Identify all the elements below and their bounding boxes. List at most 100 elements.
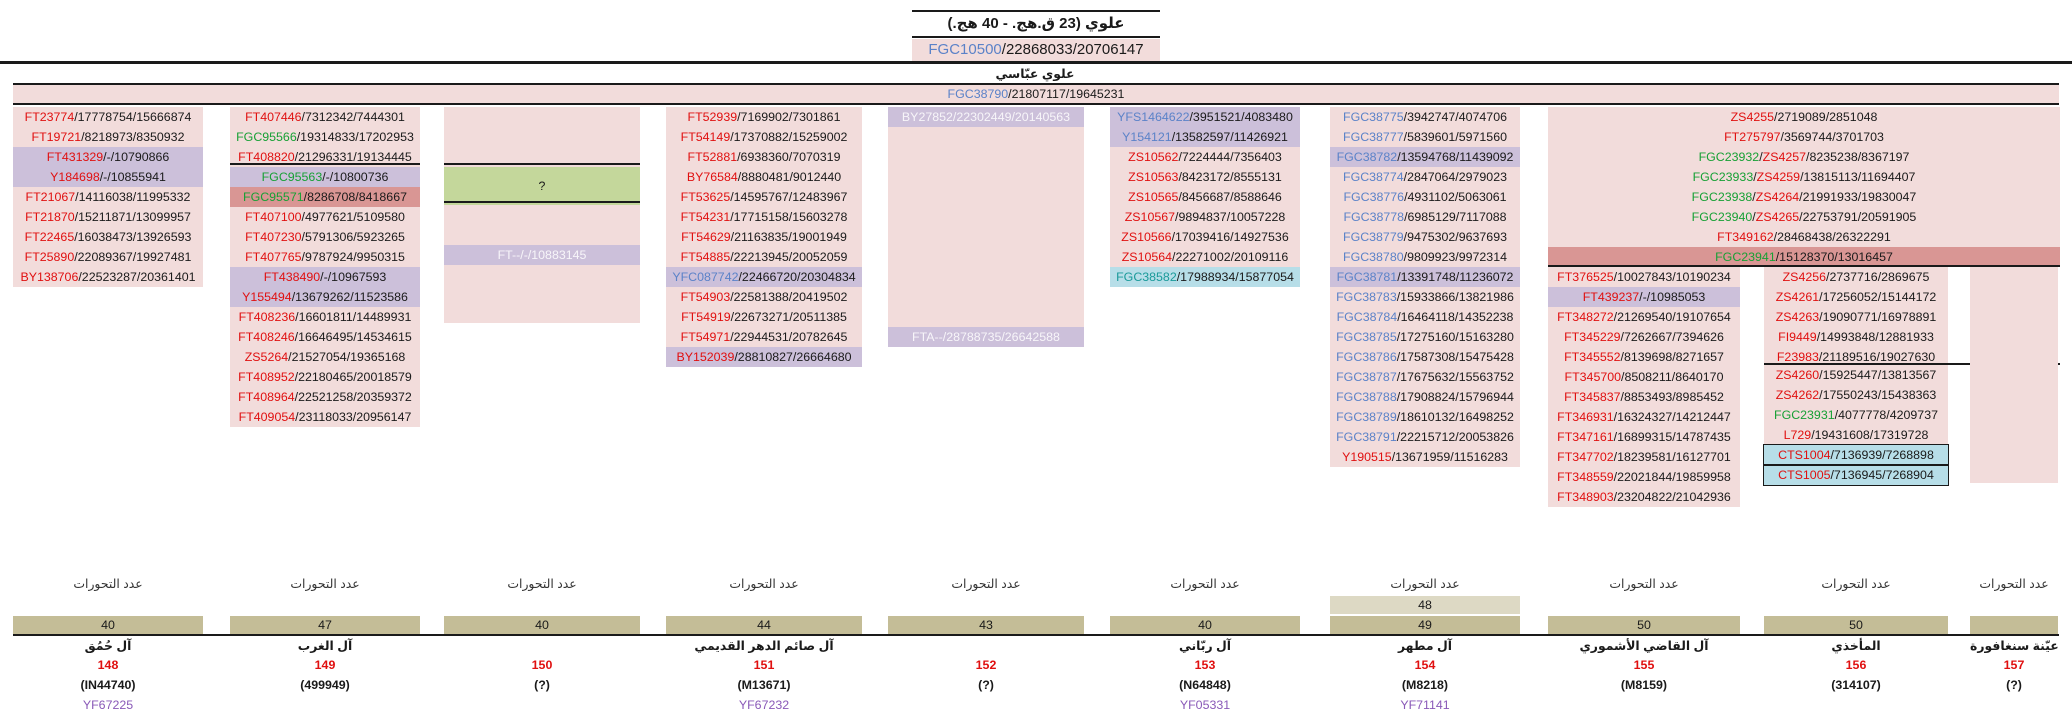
snp-name: FGC38790 xyxy=(947,87,1009,101)
root-snp: FGC10500/22868033/20706147 xyxy=(912,39,1160,61)
snp-name: Y155494 xyxy=(242,290,292,304)
snp-row: FGC23941/15128370/13016457 xyxy=(1548,247,2060,267)
snp-position: /19090771/16978891 xyxy=(1819,310,1937,324)
snp-name: FT347702 xyxy=(1557,450,1614,464)
mutation-count-bar xyxy=(1970,616,2058,634)
snp-name: FGC38789 xyxy=(1336,410,1397,424)
snp-name: BY152039 xyxy=(676,350,735,364)
snp-row: FT409054/23118033/20956147 xyxy=(230,407,420,427)
snp-name: FT21870 xyxy=(25,210,75,224)
snp-row: L729/19431608/17319728 xyxy=(1764,425,1948,445)
snp-name: ZS10564 xyxy=(1121,250,1173,264)
snp-position: /15211871/13099957 xyxy=(74,210,191,224)
snp-row: ZS10563/8423172/8555131 xyxy=(1110,167,1300,187)
snp-position: 19645231 xyxy=(1069,87,1125,101)
snp-position: /8139698/8271657 xyxy=(1620,350,1724,364)
snp-position: /19314833/17202953 xyxy=(296,130,414,144)
snp-name: ZS4264 xyxy=(1755,190,1800,204)
snp-position: /22215712/20053826 xyxy=(1396,430,1514,444)
snp-position: /15925447/13813567 xyxy=(1819,368,1937,382)
snp-position: /14116038/11995332 xyxy=(75,190,191,204)
empty-row xyxy=(444,225,640,245)
snp-row: FT438490/-/10967593 xyxy=(230,267,420,287)
snp-row: FGC23940/ZS4265/22753791/20591905 xyxy=(1548,207,2060,227)
snp-position: /9475302/9637693 xyxy=(1403,230,1507,244)
branch-column-8-left: FT376525/10027843/10190234 FT439237/-/109… xyxy=(1548,267,1740,507)
snp-row: ZS10564/22271002/20109116 xyxy=(1110,247,1300,267)
snp-name: Y184698 xyxy=(50,170,100,184)
family-number: 155 xyxy=(1633,658,1655,672)
snp-name: FT52881 xyxy=(687,150,738,164)
snp-row: FGC38781/13391748/11236072 xyxy=(1330,267,1520,287)
snp-row: FT347161/16899315/14787435 xyxy=(1548,427,1740,447)
family-name: آل حُمُق xyxy=(84,639,132,653)
snp-position: /22213945/20052059 xyxy=(730,250,848,264)
snp-row: ZS4260/15925447/13813567 xyxy=(1764,365,1948,385)
snp-position: /13679262/11523586 xyxy=(291,290,408,304)
snp-name: FT345229 xyxy=(1564,330,1621,344)
snp-row: FT407765/9787924/9950315 xyxy=(230,247,420,267)
snp-row: FT407230/5791306/5923265 xyxy=(230,227,420,247)
snp-row: FT408964/22521258/20359372 xyxy=(230,387,420,407)
empty-row xyxy=(444,205,640,225)
mutation-count-label: عدد التحورات xyxy=(1609,577,1679,591)
mutation-count-label: عدد التحورات xyxy=(1170,577,1240,591)
branch-column-8-trunk: ZS4255/2719089/2851048 FT275797/3569744/3… xyxy=(1548,107,2060,267)
empty-row xyxy=(888,227,1084,247)
snp-row: FT54885/22213945/20052059 xyxy=(666,247,862,267)
snp-name: FGC38775 xyxy=(1343,110,1404,124)
snp-position: /28810827/26664680 xyxy=(734,350,852,364)
subclade-rule xyxy=(13,83,2059,85)
snp-row: ZS5264/21527054/19365168 xyxy=(230,347,420,367)
snp-name: ZS4256 xyxy=(1782,270,1827,284)
snp-row: FT347702/18239581/16127701 xyxy=(1548,447,1740,467)
snp-row: BY76584/8880481/9012440 xyxy=(666,167,862,187)
branch-split-rule-2 xyxy=(1764,363,2060,365)
snp-name: ZS10563 xyxy=(1128,170,1179,184)
snp-row: FT408246/16646495/14534615 xyxy=(230,327,420,347)
snp-position: 20706147 xyxy=(1076,41,1144,58)
branch-column-3: ? FT--/-/10883145 xyxy=(444,107,640,323)
snp-name: FT408246 xyxy=(238,330,295,344)
header-full-rule xyxy=(0,61,2072,64)
snp-row: ZS10562/7224444/7356403 xyxy=(1110,147,1300,167)
family-code: (?) xyxy=(2006,678,2022,692)
family-code: (M8159) xyxy=(1620,678,1668,692)
family-yfull-id: YF71141 xyxy=(1400,698,1450,712)
snp-name: FGC23932 xyxy=(1698,150,1760,164)
snp-row: FT54629/21163835/19001949 xyxy=(666,227,862,247)
snp-position: /22753791/20591905 xyxy=(1799,210,1917,224)
mutation-count-bar: 49 xyxy=(1330,616,1520,634)
empty-row xyxy=(444,285,640,305)
snp-row: ZS4256/2737716/2869675 xyxy=(1764,267,1948,287)
snp-position: /13815113/11694407 xyxy=(1800,170,1916,184)
family-yfull-id: YF67225 xyxy=(82,698,134,712)
snp-position: /23118033/20956147 xyxy=(295,410,412,424)
snp-row: FGC38582/17988934/15877054 xyxy=(1110,267,1300,287)
snp-position: /22466720/20304834 xyxy=(738,270,856,284)
snp-row: FGC38783/15933866/13821986 xyxy=(1330,287,1520,307)
snp-name: FGC38780 xyxy=(1343,250,1404,264)
empty-row xyxy=(888,307,1084,327)
snp-name: FT408952 xyxy=(238,370,295,384)
title-mid-rule xyxy=(912,36,1160,38)
branch-column-8-right-top: ZS4256/2737716/2869675 ZS4261/17256052/15… xyxy=(1764,267,1948,367)
mutation-count-bar: 40 xyxy=(1110,616,1300,634)
snp-row: FT21067/14116038/11995332 xyxy=(13,187,203,207)
family-code: (?) xyxy=(534,678,550,692)
family-name: آل مطهر xyxy=(1397,639,1453,653)
snp-position: /17778754/15666874 xyxy=(74,110,192,124)
snp-name: FGC23938 xyxy=(1691,190,1753,204)
family-name: عيّنة سنغافورة xyxy=(1970,639,2059,653)
snp-row: FT408952/22180465/20018579 xyxy=(230,367,420,387)
snp-row: FT407100/4977621/5109580 xyxy=(230,207,420,227)
snp-position: /23204822/21042936 xyxy=(1613,490,1731,504)
snp-position: / xyxy=(1759,150,1763,164)
snp-position: /-/10800736 xyxy=(322,170,389,184)
family-number: 153 xyxy=(1194,658,1216,672)
snp-row: FGC38774/2847064/2979023 xyxy=(1330,167,1520,187)
empty-row xyxy=(888,147,1084,167)
empty-row xyxy=(888,267,1084,287)
snp-row: FGC38785/17275160/15163280 xyxy=(1330,327,1520,347)
snp-name: FT408236 xyxy=(238,310,296,324)
